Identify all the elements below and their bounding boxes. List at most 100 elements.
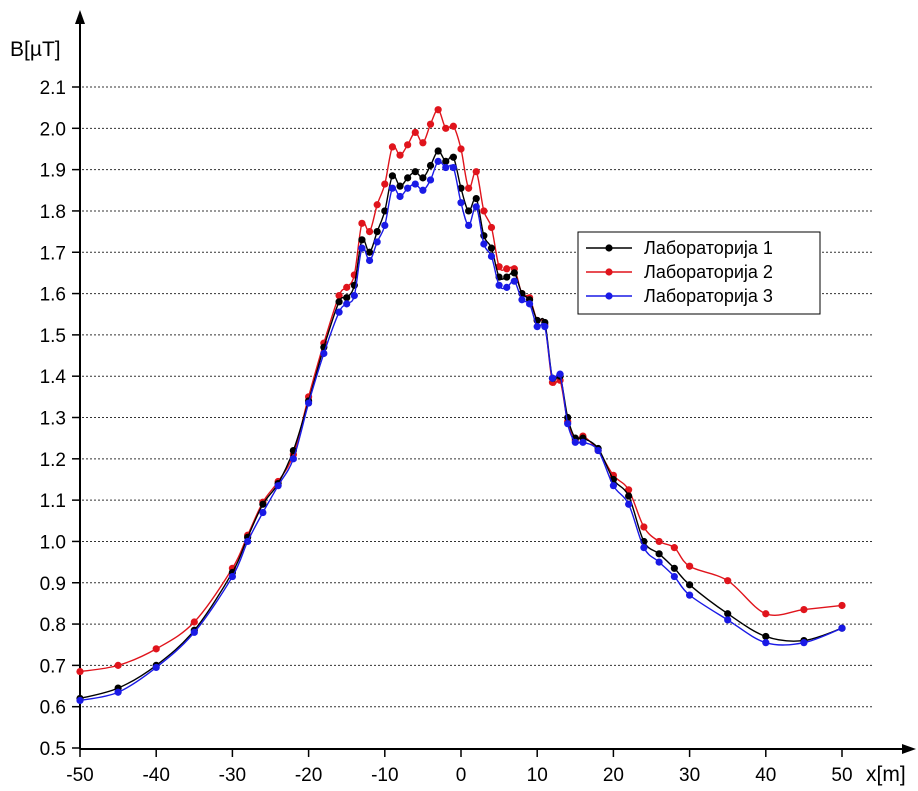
data-point [487, 252, 496, 260]
axis-ticks: 0.5 0.6 0.7 0.8 0.9 1.0 1.1 1.2 1.3 1.4 1.5 1.6 1.7 1… [40, 78, 853, 786]
x-tick-label: 20 [603, 765, 624, 786]
data-point [320, 349, 328, 358]
y-tick-label: 1.9 [40, 161, 66, 182]
data-point [335, 298, 343, 306]
data-point [449, 153, 457, 161]
data-point [609, 482, 618, 490]
y-tick-label: 0.5 [40, 739, 66, 760]
legend-label: Лабораторија 3 [644, 286, 773, 306]
data-point [365, 248, 374, 256]
data-point [76, 696, 84, 705]
data-point [358, 244, 366, 252]
data-point [472, 203, 480, 211]
data-point [724, 577, 732, 585]
legend-label: Лабораторија 1 [644, 238, 773, 258]
data-point [358, 236, 366, 244]
legend-marker [605, 268, 613, 276]
legend-box [577, 231, 821, 315]
data-point [480, 207, 488, 215]
data-point [579, 438, 587, 446]
data-point [388, 184, 397, 192]
y-tick-label: 2.0 [40, 119, 66, 140]
data-point [686, 562, 694, 570]
data-point [686, 591, 694, 599]
data-point [525, 300, 534, 308]
data-point [762, 632, 770, 641]
data-point [640, 523, 648, 531]
data-point [114, 661, 122, 669]
legend-label: Лабораторија 2 [644, 262, 773, 282]
legend-marker [605, 292, 613, 300]
data-point [625, 486, 633, 494]
data-point [487, 244, 496, 252]
data-point [655, 558, 663, 566]
y-tick-label: 1.0 [40, 532, 66, 553]
data-point [114, 688, 122, 696]
data-point [564, 420, 572, 428]
data-point [381, 207, 389, 215]
data-point [244, 537, 252, 546]
data-point [510, 277, 518, 285]
y-tick-label: 1.7 [40, 243, 66, 264]
data-point [541, 323, 549, 331]
data-point [449, 122, 457, 130]
data-point [495, 263, 503, 271]
data-point [686, 581, 694, 589]
legend-item-3: Лабораторија 3 [586, 286, 773, 306]
x-tick-label: 30 [679, 765, 700, 786]
data-point [518, 296, 526, 304]
data-point [503, 265, 511, 273]
data-point [457, 199, 465, 207]
data-point [838, 601, 846, 610]
data-point [472, 168, 480, 176]
data-point [388, 172, 397, 180]
gridlines [82, 86, 872, 708]
data-point [373, 238, 381, 246]
data-point [594, 446, 602, 455]
y-tick-label: 1.3 [40, 409, 66, 430]
data-point [419, 186, 427, 194]
data-point [503, 283, 511, 291]
data-point [625, 500, 633, 508]
data-point [800, 606, 808, 614]
y-axis-arrow [75, 10, 85, 24]
data-point [388, 143, 397, 151]
data-point [152, 663, 160, 672]
data-point [426, 120, 435, 128]
data-point [465, 221, 473, 229]
data-point [228, 572, 236, 581]
data-point [724, 610, 732, 618]
data-point [305, 399, 313, 407]
x-tick-label: 0 [456, 765, 467, 786]
data-point [487, 223, 496, 232]
data-point [343, 300, 351, 308]
data-point [365, 227, 374, 236]
data-point [472, 194, 480, 203]
axes [75, 10, 916, 754]
data-point [510, 269, 518, 277]
data-point [358, 219, 366, 227]
data-point [640, 544, 648, 552]
data-point [259, 508, 267, 517]
data-point [190, 628, 198, 636]
data-point [404, 174, 412, 182]
data-point [419, 174, 427, 182]
data-point [533, 323, 541, 331]
data-point [350, 292, 358, 300]
y-tick-label: 1.5 [40, 326, 66, 347]
data-point [442, 163, 450, 172]
data-point [426, 161, 435, 170]
y-tick-label: 0.8 [40, 615, 66, 636]
data-point [434, 157, 442, 165]
data-point [335, 308, 343, 316]
legend-item-2: Лабораторија 2 [586, 262, 773, 282]
data-point [259, 500, 267, 508]
x-tick-label: -30 [219, 765, 246, 786]
data-point [457, 145, 465, 153]
data-point [434, 106, 442, 114]
data-point [548, 374, 557, 382]
legend: Лабораторија 1 Лабораторија 2 Лабораторија… [577, 231, 821, 315]
data-point [396, 151, 404, 159]
